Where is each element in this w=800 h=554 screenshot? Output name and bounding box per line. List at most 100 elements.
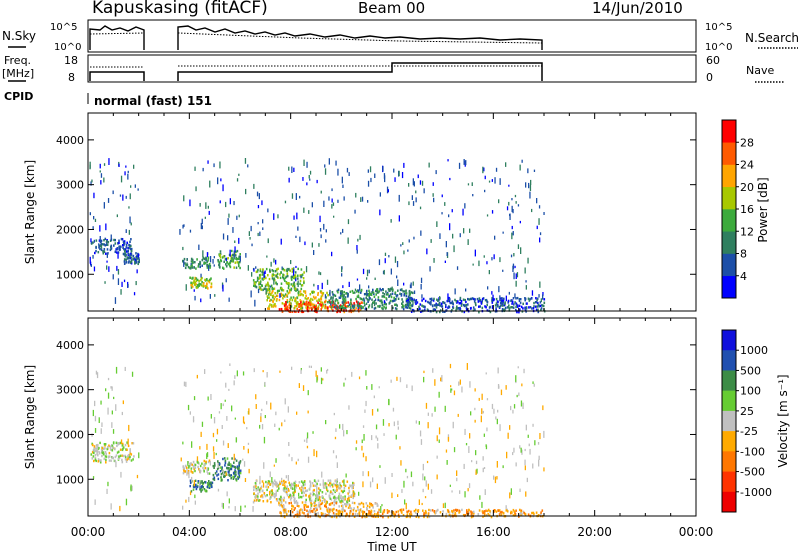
x-tick-label: 04:00 <box>172 525 207 539</box>
velocity-cell <box>424 476 426 481</box>
velocity-cell <box>230 467 233 471</box>
velocity-cell <box>517 366 519 369</box>
velocity-cell <box>335 428 337 432</box>
velocity-cell <box>362 471 364 477</box>
velocity-cell <box>515 462 517 467</box>
velocity-cell <box>217 477 220 481</box>
velocity-cell <box>261 480 264 483</box>
power-cell <box>273 279 276 282</box>
power-cell <box>539 237 541 243</box>
velocity-cell <box>331 501 334 505</box>
power-cell <box>445 303 447 307</box>
velocity-cell <box>349 484 352 488</box>
velocity-cell <box>283 489 286 493</box>
velocity-cell <box>259 481 261 485</box>
velocity-cell <box>337 510 340 513</box>
power-cell <box>402 290 404 293</box>
velocity-cell <box>495 416 497 420</box>
power-cell <box>259 231 261 236</box>
velocity-colorbar-swatch <box>722 410 736 432</box>
velocity-cell <box>362 425 365 428</box>
power-cell <box>457 300 459 303</box>
velocity-cell <box>338 492 341 495</box>
velocity-cell <box>298 496 300 499</box>
power-cell <box>531 307 533 310</box>
power-cell <box>190 281 192 284</box>
velocity-cell <box>328 496 331 499</box>
velocity-cell <box>283 496 285 499</box>
power-cell <box>256 270 259 273</box>
velocity-cell <box>348 497 350 500</box>
velocity-cell <box>293 501 296 504</box>
velocity-cell <box>205 460 207 463</box>
power-cell <box>476 297 479 301</box>
power-cell <box>204 284 206 288</box>
power-cell <box>222 284 224 292</box>
velocity-cell <box>226 416 228 421</box>
power-cell <box>309 170 312 175</box>
velocity-cell <box>129 450 131 453</box>
velocity-cell <box>94 456 97 460</box>
power-cell <box>513 253 515 257</box>
power-cell <box>132 258 134 261</box>
power-cell <box>99 170 101 173</box>
velocity-cell <box>339 510 342 513</box>
power-cell <box>394 307 397 310</box>
power-cell <box>253 183 255 189</box>
power-cell <box>447 159 449 162</box>
power-cell <box>275 299 278 302</box>
power-cell <box>379 192 381 197</box>
velocity-cell <box>338 509 341 513</box>
power-cell <box>222 184 224 192</box>
power-cell <box>110 247 113 250</box>
power-cell <box>343 294 345 297</box>
power-cell <box>349 305 352 308</box>
power-cell <box>401 306 403 309</box>
velocity-cell <box>307 510 310 514</box>
power-cell <box>299 293 302 296</box>
power-cell <box>520 247 522 254</box>
velocity-cell <box>378 510 380 514</box>
power-cell <box>273 298 276 301</box>
power-cell <box>385 290 387 293</box>
power-cell <box>190 260 193 263</box>
velocity-cell <box>289 493 291 497</box>
y-tick-label: 4000 <box>56 339 84 352</box>
power-cell <box>374 306 377 310</box>
y-tick-label: 2000 <box>56 428 84 441</box>
velocity-cell <box>356 513 359 516</box>
velocity-cell <box>128 424 130 432</box>
power-cell <box>273 278 275 285</box>
velocity-cell <box>366 386 368 390</box>
power-cell <box>116 214 118 218</box>
power-cell <box>280 238 282 245</box>
velocity-cell <box>333 495 336 499</box>
velocity-cell <box>277 498 279 501</box>
noise-tick-high-left: 10^5 <box>50 22 77 33</box>
power-cell <box>222 267 225 270</box>
power-cell <box>479 305 481 308</box>
power-cell <box>306 308 309 312</box>
velocity-cell <box>280 503 282 507</box>
power-cell <box>255 270 258 274</box>
velocity-cell <box>496 476 498 480</box>
power-cell <box>458 302 461 305</box>
power-cell <box>100 246 103 249</box>
velocity-cell <box>213 417 216 424</box>
power-cell <box>378 290 380 293</box>
freq-label-line2: [MHz] <box>2 67 34 80</box>
power-cell <box>195 277 198 280</box>
power-cell <box>366 269 369 277</box>
power-cell <box>291 166 293 173</box>
power-cell <box>535 301 538 304</box>
power-cell <box>279 273 281 276</box>
power-cell <box>114 238 116 242</box>
power-cell <box>324 305 327 308</box>
velocity-cell <box>111 449 114 452</box>
velocity-cell <box>340 504 343 508</box>
power-cell <box>352 306 355 310</box>
power-cell <box>273 303 275 306</box>
velocity-cell <box>201 421 204 427</box>
velocity-cell <box>96 452 98 455</box>
